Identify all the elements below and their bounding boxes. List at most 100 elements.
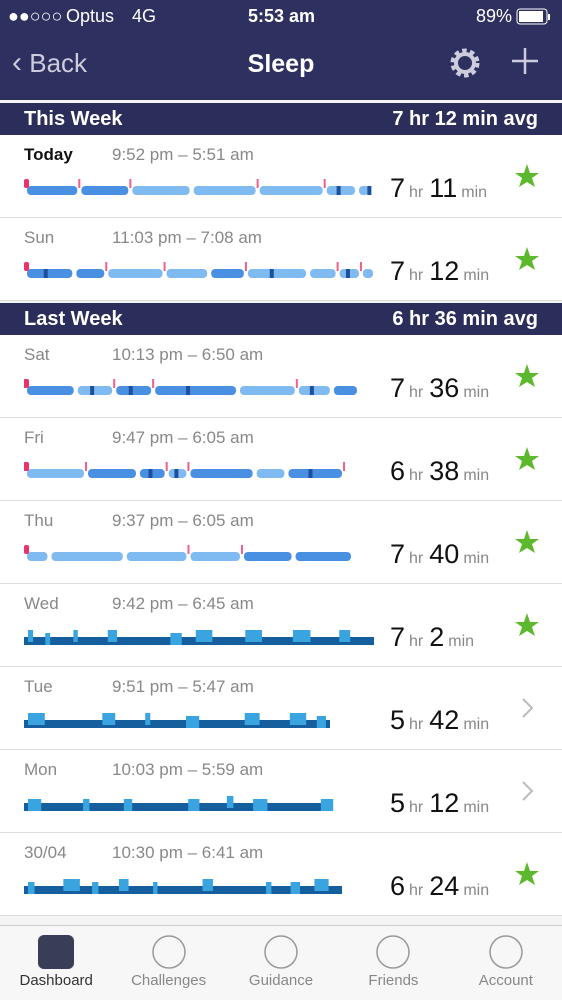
hr-unit: hr xyxy=(409,799,424,816)
icon-bg xyxy=(38,935,75,969)
stage xyxy=(359,186,369,195)
icon-outline xyxy=(264,935,298,969)
star xyxy=(515,613,539,636)
deep xyxy=(43,269,48,278)
stage xyxy=(27,386,74,395)
sleep-list: This Week 7 hr 12 min avg Today 9:52 pm – 5… xyxy=(0,100,562,925)
sleep-bar xyxy=(24,379,357,395)
min-unit: min xyxy=(463,467,490,484)
sleep-entry[interactable]: Sun 11:03 pm – 7:08 am 7 hr 12 min xyxy=(0,218,562,301)
sleep-bar xyxy=(24,713,330,728)
sleep-entry[interactable]: Sat 10:13 pm – 6:50 am 7 hr 36 min xyxy=(0,335,562,418)
section-title: This Week xyxy=(24,108,123,130)
tab[interactable]: Dashboard xyxy=(0,926,112,1000)
min-unit: min xyxy=(463,799,490,816)
sleep-bar xyxy=(24,545,351,561)
stage xyxy=(326,186,356,195)
tab-label: Friends xyxy=(368,972,419,989)
sleep-entry[interactable]: Fri 9:47 pm – 6:05 am 6 hr 38 min xyxy=(0,418,562,501)
restless xyxy=(292,630,311,642)
awake xyxy=(129,179,132,188)
minutes: 24 xyxy=(429,871,460,901)
back-label[interactable]: Back xyxy=(29,48,88,78)
hours: 7 xyxy=(390,256,406,286)
day: Fri xyxy=(24,428,44,447)
icon-outline xyxy=(489,935,523,969)
restless xyxy=(188,799,200,811)
signal: ●●○○○ xyxy=(8,6,63,26)
awake xyxy=(244,262,247,271)
tab[interactable]: Friends xyxy=(337,926,449,1000)
sleep-entry[interactable]: 30/04 10:30 pm – 6:41 am 6 hr 24 min xyxy=(0,833,562,916)
add-icon[interactable] xyxy=(510,46,540,76)
stage xyxy=(243,552,292,561)
restless xyxy=(102,713,116,725)
hours: 7 xyxy=(390,539,406,569)
minutes: 36 xyxy=(429,373,460,403)
battery-text: 89% xyxy=(476,6,513,26)
duration: 6 hr 38 min xyxy=(390,456,495,487)
hours: 6 xyxy=(390,871,406,901)
chevron xyxy=(522,781,534,801)
min-unit: min xyxy=(463,384,490,401)
minutes: 2 xyxy=(429,622,445,652)
awake xyxy=(163,262,166,271)
stage xyxy=(88,469,136,478)
min-unit: min xyxy=(463,882,490,899)
sleep-entry[interactable]: Thu 9:37 pm – 6:05 am 7 hr 40 min xyxy=(0,501,562,584)
hr-unit: hr xyxy=(409,184,424,201)
stage xyxy=(166,269,208,278)
star xyxy=(515,164,539,187)
hours: 7 xyxy=(390,622,406,652)
min-unit: min xyxy=(448,633,475,650)
tab-icon xyxy=(264,935,298,969)
settings-icon[interactable] xyxy=(448,46,482,80)
tab[interactable]: Guidance xyxy=(225,926,337,1000)
star xyxy=(515,364,539,387)
sleep-bar xyxy=(24,462,346,478)
time-range: 9:51 pm – 5:47 am xyxy=(112,677,254,696)
awake xyxy=(113,379,116,388)
awake xyxy=(343,462,346,471)
awake xyxy=(359,262,362,271)
hours: 7 xyxy=(390,173,406,203)
section-header: This Week 7 hr 12 min avg xyxy=(0,103,562,135)
star-icon xyxy=(515,447,539,470)
awake xyxy=(187,545,190,554)
restless xyxy=(339,630,351,642)
awake-end xyxy=(24,462,29,471)
deep xyxy=(336,186,341,195)
star xyxy=(515,862,539,885)
stage xyxy=(247,269,307,278)
restless xyxy=(28,630,34,642)
hr-unit: hr xyxy=(409,716,424,733)
min-unit: min xyxy=(463,267,490,284)
time-range: 9:42 pm – 6:45 am xyxy=(112,594,254,613)
deep xyxy=(345,269,350,278)
sleep-entry[interactable]: Tue 9:51 pm – 5:47 am 5 hr 42 min xyxy=(0,667,562,750)
restless xyxy=(123,799,133,811)
section-title: Last Week xyxy=(24,308,123,330)
hours: 5 xyxy=(390,788,406,818)
icon-outline xyxy=(151,935,186,969)
day: Today xyxy=(24,145,73,164)
restless xyxy=(45,633,51,645)
restless xyxy=(245,630,262,642)
hr-unit: hr xyxy=(409,550,424,567)
stage xyxy=(298,386,330,395)
sleep-entry[interactable]: Wed 9:42 pm – 6:45 am 7 hr 2 min xyxy=(0,584,562,667)
min-unit: min xyxy=(463,716,490,733)
restless xyxy=(153,882,158,894)
tab[interactable]: Account xyxy=(450,926,562,1000)
stage xyxy=(126,552,187,561)
restless xyxy=(118,879,129,891)
star-icon xyxy=(515,530,539,553)
awake xyxy=(165,462,168,471)
stage xyxy=(295,552,351,561)
sleep-entry[interactable]: Today 9:52 pm – 5:51 am 7 hr 11 min xyxy=(0,135,562,218)
back-button[interactable]: ‹ Back xyxy=(12,46,88,79)
stage xyxy=(240,386,295,395)
sleep-entry[interactable]: Mon 10:03 pm – 5:59 am 5 hr 12 min xyxy=(0,750,562,833)
stage xyxy=(193,186,256,195)
tab[interactable]: Challenges xyxy=(112,926,224,1000)
